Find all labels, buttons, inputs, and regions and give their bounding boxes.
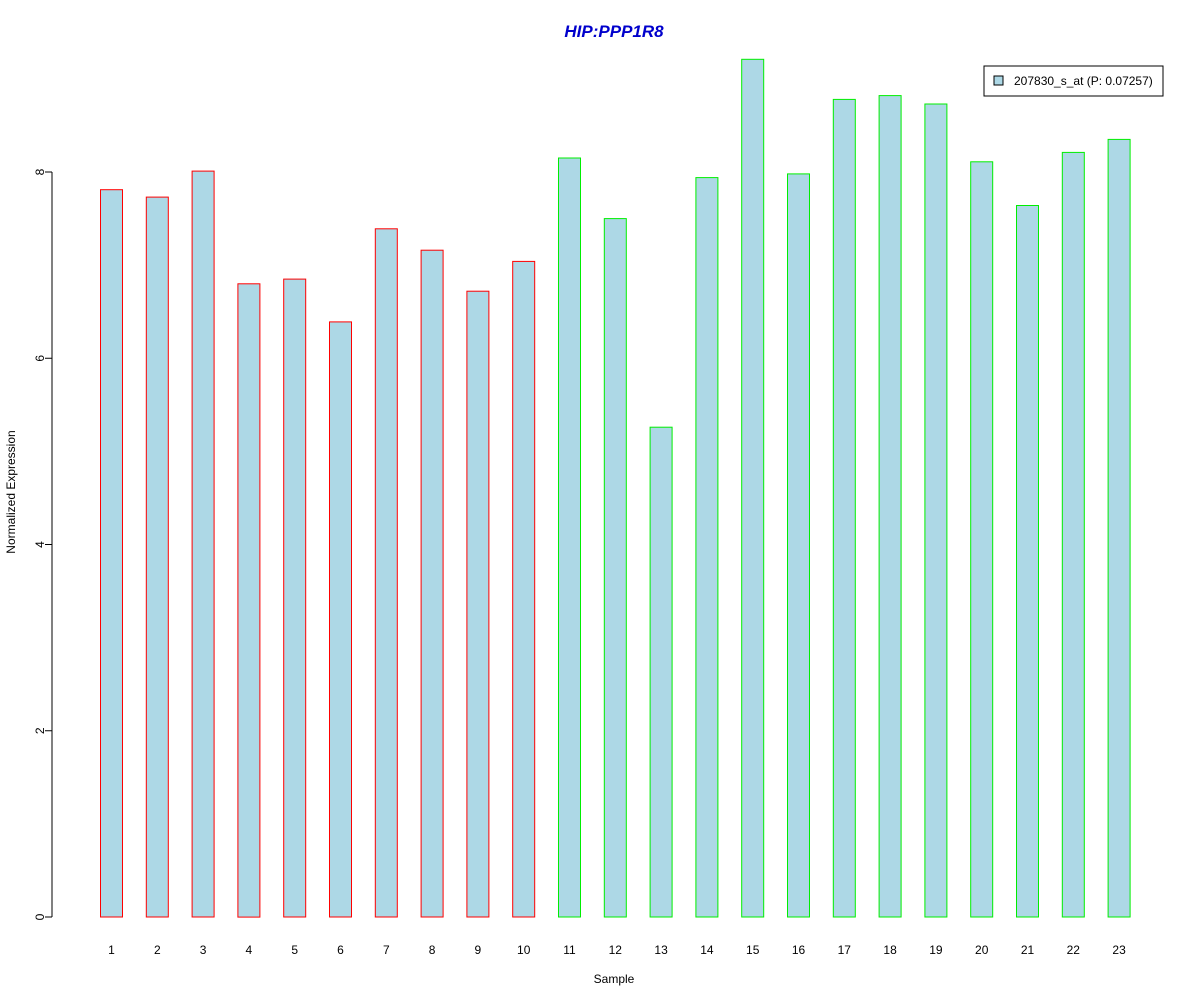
bar-sample-10	[512, 260, 536, 918]
x-tick-label: 14	[700, 943, 714, 957]
x-tick-label: 12	[609, 943, 623, 957]
y-tick-label: 8	[33, 168, 47, 175]
x-tick-label: 21	[1021, 943, 1035, 957]
bar-sample-15	[741, 58, 765, 918]
x-tick-label: 18	[883, 943, 897, 957]
bar-sample-9	[466, 290, 490, 918]
x-tick-label: 23	[1112, 943, 1126, 957]
bar-sample-23	[1107, 138, 1131, 918]
bar-sample-18	[878, 95, 902, 918]
y-axis: 0 2 4 6 8	[33, 168, 53, 920]
y-axis-label: Normalized Expression	[4, 430, 18, 553]
x-tick-label: 5	[291, 943, 298, 957]
x-tick-label: 20	[975, 943, 989, 957]
legend-swatch	[993, 75, 1004, 86]
x-tick-labels: 1 2 3 4 5 6 7 8 9 10 11 12 13 14 15 16 17 18 19 20 21 22 23	[108, 943, 1126, 957]
y-tick-label: 4	[33, 541, 47, 548]
x-tick-label: 22	[1067, 943, 1081, 957]
x-tick-label: 4	[246, 943, 253, 957]
x-tick-label: 3	[200, 943, 207, 957]
x-tick-label: 8	[429, 943, 436, 957]
chart-title: HIP:PPP1R8	[564, 22, 664, 41]
y-tick-label: 6	[33, 355, 47, 362]
bar-sample-14	[695, 177, 719, 918]
bar-sample-19	[924, 103, 948, 918]
bar-sample-22	[1061, 151, 1085, 918]
bar-sample-12	[603, 218, 627, 918]
x-tick-label: 10	[517, 943, 531, 957]
x-tick-label: 16	[792, 943, 806, 957]
bar-sample-4	[237, 283, 261, 918]
x-axis-label: Sample	[594, 972, 635, 986]
bar-sample-11	[558, 157, 581, 918]
bar-sample-20	[970, 161, 994, 918]
x-tick-label: 2	[154, 943, 161, 957]
bar-sample-21	[1016, 205, 1039, 918]
bar-sample-16	[787, 173, 810, 918]
bar-sample-7	[374, 228, 398, 918]
bar-sample-5	[283, 278, 307, 918]
y-tick-label: 0	[33, 913, 47, 920]
x-tick-label: 1	[108, 943, 115, 957]
y-tick-label: 2	[33, 727, 47, 734]
bar-sample-17	[832, 98, 856, 918]
legend-series-label: 207830_s_at (P: 0.07257)	[1014, 74, 1153, 88]
legend-box	[983, 65, 1164, 97]
x-tick-label: 17	[838, 943, 852, 957]
x-tick-label: 15	[746, 943, 760, 957]
x-tick-label: 9	[475, 943, 482, 957]
bar-sample-2	[145, 196, 169, 918]
x-tick-label: 7	[383, 943, 390, 957]
bar-sample-13	[649, 426, 673, 918]
x-tick-label: 19	[929, 943, 943, 957]
bar-sample-8	[420, 249, 444, 918]
bar-sample-6	[329, 321, 352, 918]
bars-group	[100, 58, 1131, 918]
bar-sample-1	[100, 189, 123, 918]
legend: 207830_s_at (P: 0.07257)	[983, 65, 1164, 97]
x-tick-label: 13	[654, 943, 668, 957]
x-tick-label: 6	[337, 943, 344, 957]
bar-sample-3	[191, 170, 215, 918]
x-tick-label: 11	[563, 943, 576, 957]
